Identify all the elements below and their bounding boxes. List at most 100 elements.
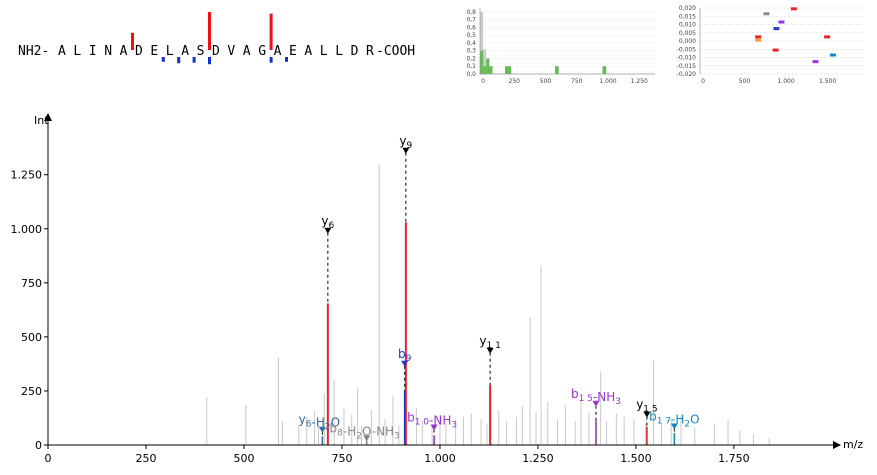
y-ion-marker-2 bbox=[208, 12, 211, 50]
inset1-ytick: 0,3 bbox=[466, 48, 476, 55]
inset1-ytick: 0,8 bbox=[466, 9, 476, 16]
peak-marker-triangle bbox=[401, 360, 409, 367]
inset1-ytick: 0,6 bbox=[466, 24, 476, 31]
x-tick-label: 1.500 bbox=[620, 452, 652, 465]
inset1-green-bar bbox=[480, 50, 484, 74]
ion-label-b8-h2o-nh3: b8-H2O-NH3 bbox=[330, 421, 400, 441]
inset2-error-point bbox=[790, 7, 797, 11]
inset2-error-point bbox=[778, 20, 785, 24]
b-ion-marker-2 bbox=[177, 57, 181, 64]
y-tick-label: 0 bbox=[35, 439, 42, 452]
inset2-error-point bbox=[755, 35, 762, 39]
inset1-green-bar bbox=[483, 66, 487, 74]
inset1-green-bar bbox=[489, 66, 493, 74]
inset2-error-point bbox=[755, 38, 762, 42]
inset1-green-bar bbox=[602, 66, 607, 74]
inset2-ytick: 0,010 bbox=[679, 22, 696, 29]
mass-error-scatter-inset: 0,0200,0150,0100,0050,000-0,005-0,010-0,… bbox=[677, 5, 862, 85]
inset1-xtick: 0 bbox=[481, 78, 485, 85]
residue-15: A bbox=[274, 44, 282, 59]
y-axis-label: Int bbox=[34, 114, 49, 127]
residue-7: E bbox=[150, 44, 158, 59]
x-axis-arrow bbox=[833, 441, 841, 449]
x-tick-label: 1.000 bbox=[424, 452, 456, 465]
inset2-error-point bbox=[824, 35, 831, 39]
residue-5: A bbox=[120, 44, 128, 59]
inset1-ytick: 0,0 bbox=[466, 71, 476, 78]
inset2-ytick: 0,000 bbox=[679, 38, 696, 45]
y-tick-label: 1.000 bbox=[11, 223, 43, 236]
inset2-error-point bbox=[812, 60, 819, 64]
x-tick-label: 1.250 bbox=[522, 452, 554, 465]
residue-12: V bbox=[227, 44, 235, 59]
residue-21: R bbox=[366, 44, 374, 59]
inset2-ytick: 0,015 bbox=[679, 13, 696, 20]
residue-19: L bbox=[335, 44, 343, 59]
y-ion-marker-1 bbox=[131, 32, 134, 50]
peak-marker-triangle bbox=[486, 347, 494, 354]
inset2-ytick: -0,020 bbox=[677, 71, 697, 78]
residue-1: A bbox=[58, 44, 66, 59]
b-ion-marker-5 bbox=[269, 57, 273, 63]
x-tick-label: 500 bbox=[233, 452, 254, 465]
residue-10: S bbox=[197, 44, 205, 59]
background-peaks bbox=[206, 163, 770, 445]
inset1-xtick: 1.000 bbox=[599, 78, 616, 85]
peak-marker-triangle bbox=[430, 424, 438, 431]
x-tick-label: 750 bbox=[331, 452, 352, 465]
peak-marker-triangle bbox=[363, 435, 371, 442]
inset2-ytick: 0,005 bbox=[679, 30, 696, 37]
inset1-green-bar bbox=[486, 58, 490, 74]
y-tick-label: 1.250 bbox=[11, 169, 43, 182]
peak-marker-triangle bbox=[670, 423, 678, 430]
peak-marker-triangle bbox=[643, 411, 651, 418]
peptide-sequence: NH2- A L I N A D E L A S D V A G A E A L L D R -COOH bbox=[18, 12, 415, 65]
peak-marker-triangle bbox=[318, 426, 326, 433]
ion-label-y6-h2o: y6-H2O bbox=[299, 413, 340, 433]
x-tick-label: 250 bbox=[135, 452, 156, 465]
residue-18: L bbox=[320, 44, 328, 59]
residue-3: I bbox=[89, 44, 97, 59]
residue-17: A bbox=[304, 44, 312, 59]
ion-label-b9: b9 bbox=[398, 347, 412, 364]
x-axis-label: m/z bbox=[843, 438, 863, 451]
residue-9: A bbox=[181, 44, 189, 59]
inset2-ytick: -0,005 bbox=[677, 46, 697, 53]
inset1-ytick: 0,2 bbox=[466, 55, 476, 62]
inset2-xtick: 1.500 bbox=[819, 78, 836, 85]
residue-11: D bbox=[212, 44, 220, 59]
inset1-ytick: 0,7 bbox=[466, 17, 476, 24]
inset1-ytick: 0,4 bbox=[466, 40, 476, 47]
inset1-green-bar bbox=[555, 66, 559, 74]
error-histogram-inset: 0,80,70,60,50,40,30,20,10,0 0 250 500 750 1.0… bbox=[466, 8, 655, 85]
y-tick-label: 250 bbox=[21, 385, 42, 398]
y-ion-marker-3 bbox=[269, 13, 273, 51]
y-tick-label: 750 bbox=[21, 277, 42, 290]
b-ion-marker-6 bbox=[285, 57, 288, 62]
b-ion-marker-4 bbox=[208, 57, 211, 65]
ion-label-y11: y1 1 bbox=[479, 334, 500, 351]
residue-4: N bbox=[104, 44, 112, 59]
ion-label-b17-h2o: b1 7-H2O bbox=[649, 409, 700, 429]
inset1-xtick: 750 bbox=[571, 78, 583, 85]
y-tick-label: 500 bbox=[21, 331, 42, 344]
residue-2: L bbox=[73, 44, 81, 59]
inset1-ytick: 0,5 bbox=[466, 32, 476, 39]
x-tick-label: 0 bbox=[45, 452, 52, 465]
b-ion-marker-1 bbox=[161, 57, 165, 62]
inset1-gray-bar bbox=[483, 49, 487, 74]
inset1-xtick: 500 bbox=[540, 78, 552, 85]
nterm-label: NH2- bbox=[18, 44, 49, 59]
inset2-error-point bbox=[829, 53, 836, 57]
ion-label-y6: y6 bbox=[321, 214, 334, 231]
x-tick-label: 1.750 bbox=[718, 452, 750, 465]
ion-label-b10-nh3: b1 0-NH3 bbox=[407, 411, 457, 431]
y-axis-arrow bbox=[44, 113, 52, 121]
peak-marker-triangle bbox=[402, 147, 410, 154]
inset1-green-bar bbox=[505, 66, 512, 74]
peak-marker-triangle bbox=[592, 400, 600, 407]
inset2-ytick: 0,020 bbox=[679, 5, 696, 12]
